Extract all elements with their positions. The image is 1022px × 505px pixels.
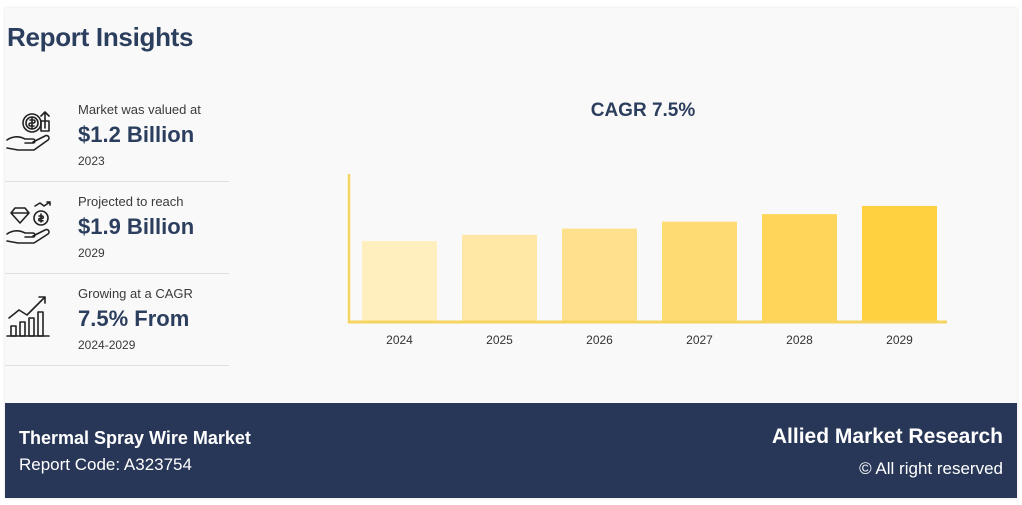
x-tick-label-2026: 2026 [586,333,613,347]
brand-name: Allied Market Research [771,425,1003,448]
x-tick-label-2028: 2028 [786,333,813,347]
stat-value: $1.9 Billion [78,214,195,239]
stat-label: Market was valued at [78,102,201,117]
bar-2028 [762,214,837,322]
bar-chart: 2024 2025 2026 2027 2028 2029 [347,174,947,347]
market-name: Thermal Spray Wire Market [19,428,251,448]
x-tick-label-2027: 2027 [686,333,713,347]
stat-year: 2023 [78,154,105,168]
money-hand-icon [6,111,50,151]
growth-chart-icon [6,296,50,337]
stat-market-value: Market was valued at $1.2 Billion 2023 [5,90,229,182]
diamond-coin-hand-icon [6,201,51,244]
bar-2026 [562,228,637,322]
x-tick-label-2025: 2025 [486,333,513,347]
page-title: Report Insights [7,22,194,52]
stat-projected-value: Projected to reach $1.9 Billion 2029 [5,182,229,274]
stat-cagr: Growing at a CAGR 7.5% From 2024-2029 [5,274,229,366]
chart-title: CAGR 7.5% [590,100,696,121]
report-code: Report Code: A323754 [19,455,192,474]
bar-2025 [462,234,537,322]
bar-2029 [862,205,937,322]
stat-year: 2024-2029 [78,338,136,352]
stat-label: Projected to reach [78,194,184,209]
stat-year: 2029 [78,246,105,260]
footer: Thermal Spray Wire Market Report Code: A… [5,403,1017,498]
report-insights-card: Report Insights Market was valued at $1.… [5,8,1017,498]
stat-value: 7.5% From [78,306,190,331]
stat-value: $1.2 Billion [78,122,195,147]
stat-label: Growing at a CAGR [78,286,193,301]
stats-panel: Market was valued at $1.2 Billion 2023 P… [5,90,229,366]
x-tick-label-2029: 2029 [886,333,913,347]
x-tick-label-2024: 2024 [386,333,413,347]
copyright-text: © All right reserved [859,459,1003,478]
bar-2024 [362,241,437,322]
bar-2027 [662,221,737,322]
